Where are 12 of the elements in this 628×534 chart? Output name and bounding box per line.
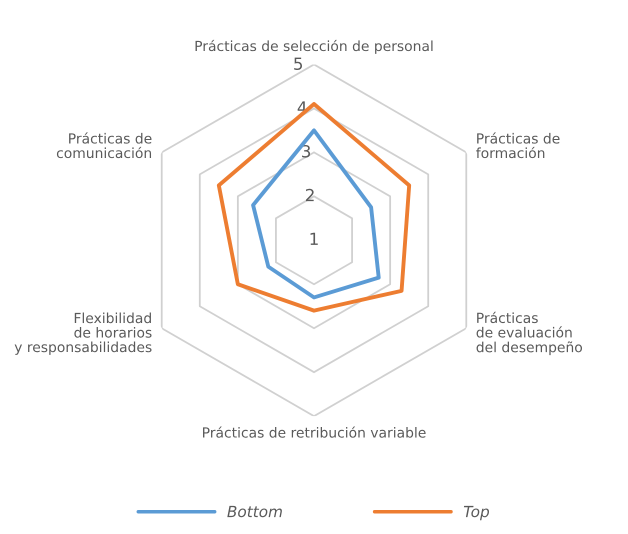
spoke-label: Prácticas de evaluación del desempeño [476,312,582,356]
y-tick-label: 5 [294,58,302,70]
spoke-label: Prácticas de formación [476,132,560,158]
spoke-label: Prácticas de selección de personal [196,40,433,54]
y-tick-label: 1 [310,232,318,245]
y-tick-label: 3 [302,144,310,158]
spoke-label: Prácticas de comunicación [56,132,152,158]
legend-label: Top [464,506,490,520]
y-tick-label: 2 [306,188,314,202]
legend-label: Bottom [227,506,282,518]
spoke-label: Flexibilidad de horarios y responsabilidades [14,312,152,355]
spoke-label: Prácticas de retribución variable [203,426,426,438]
